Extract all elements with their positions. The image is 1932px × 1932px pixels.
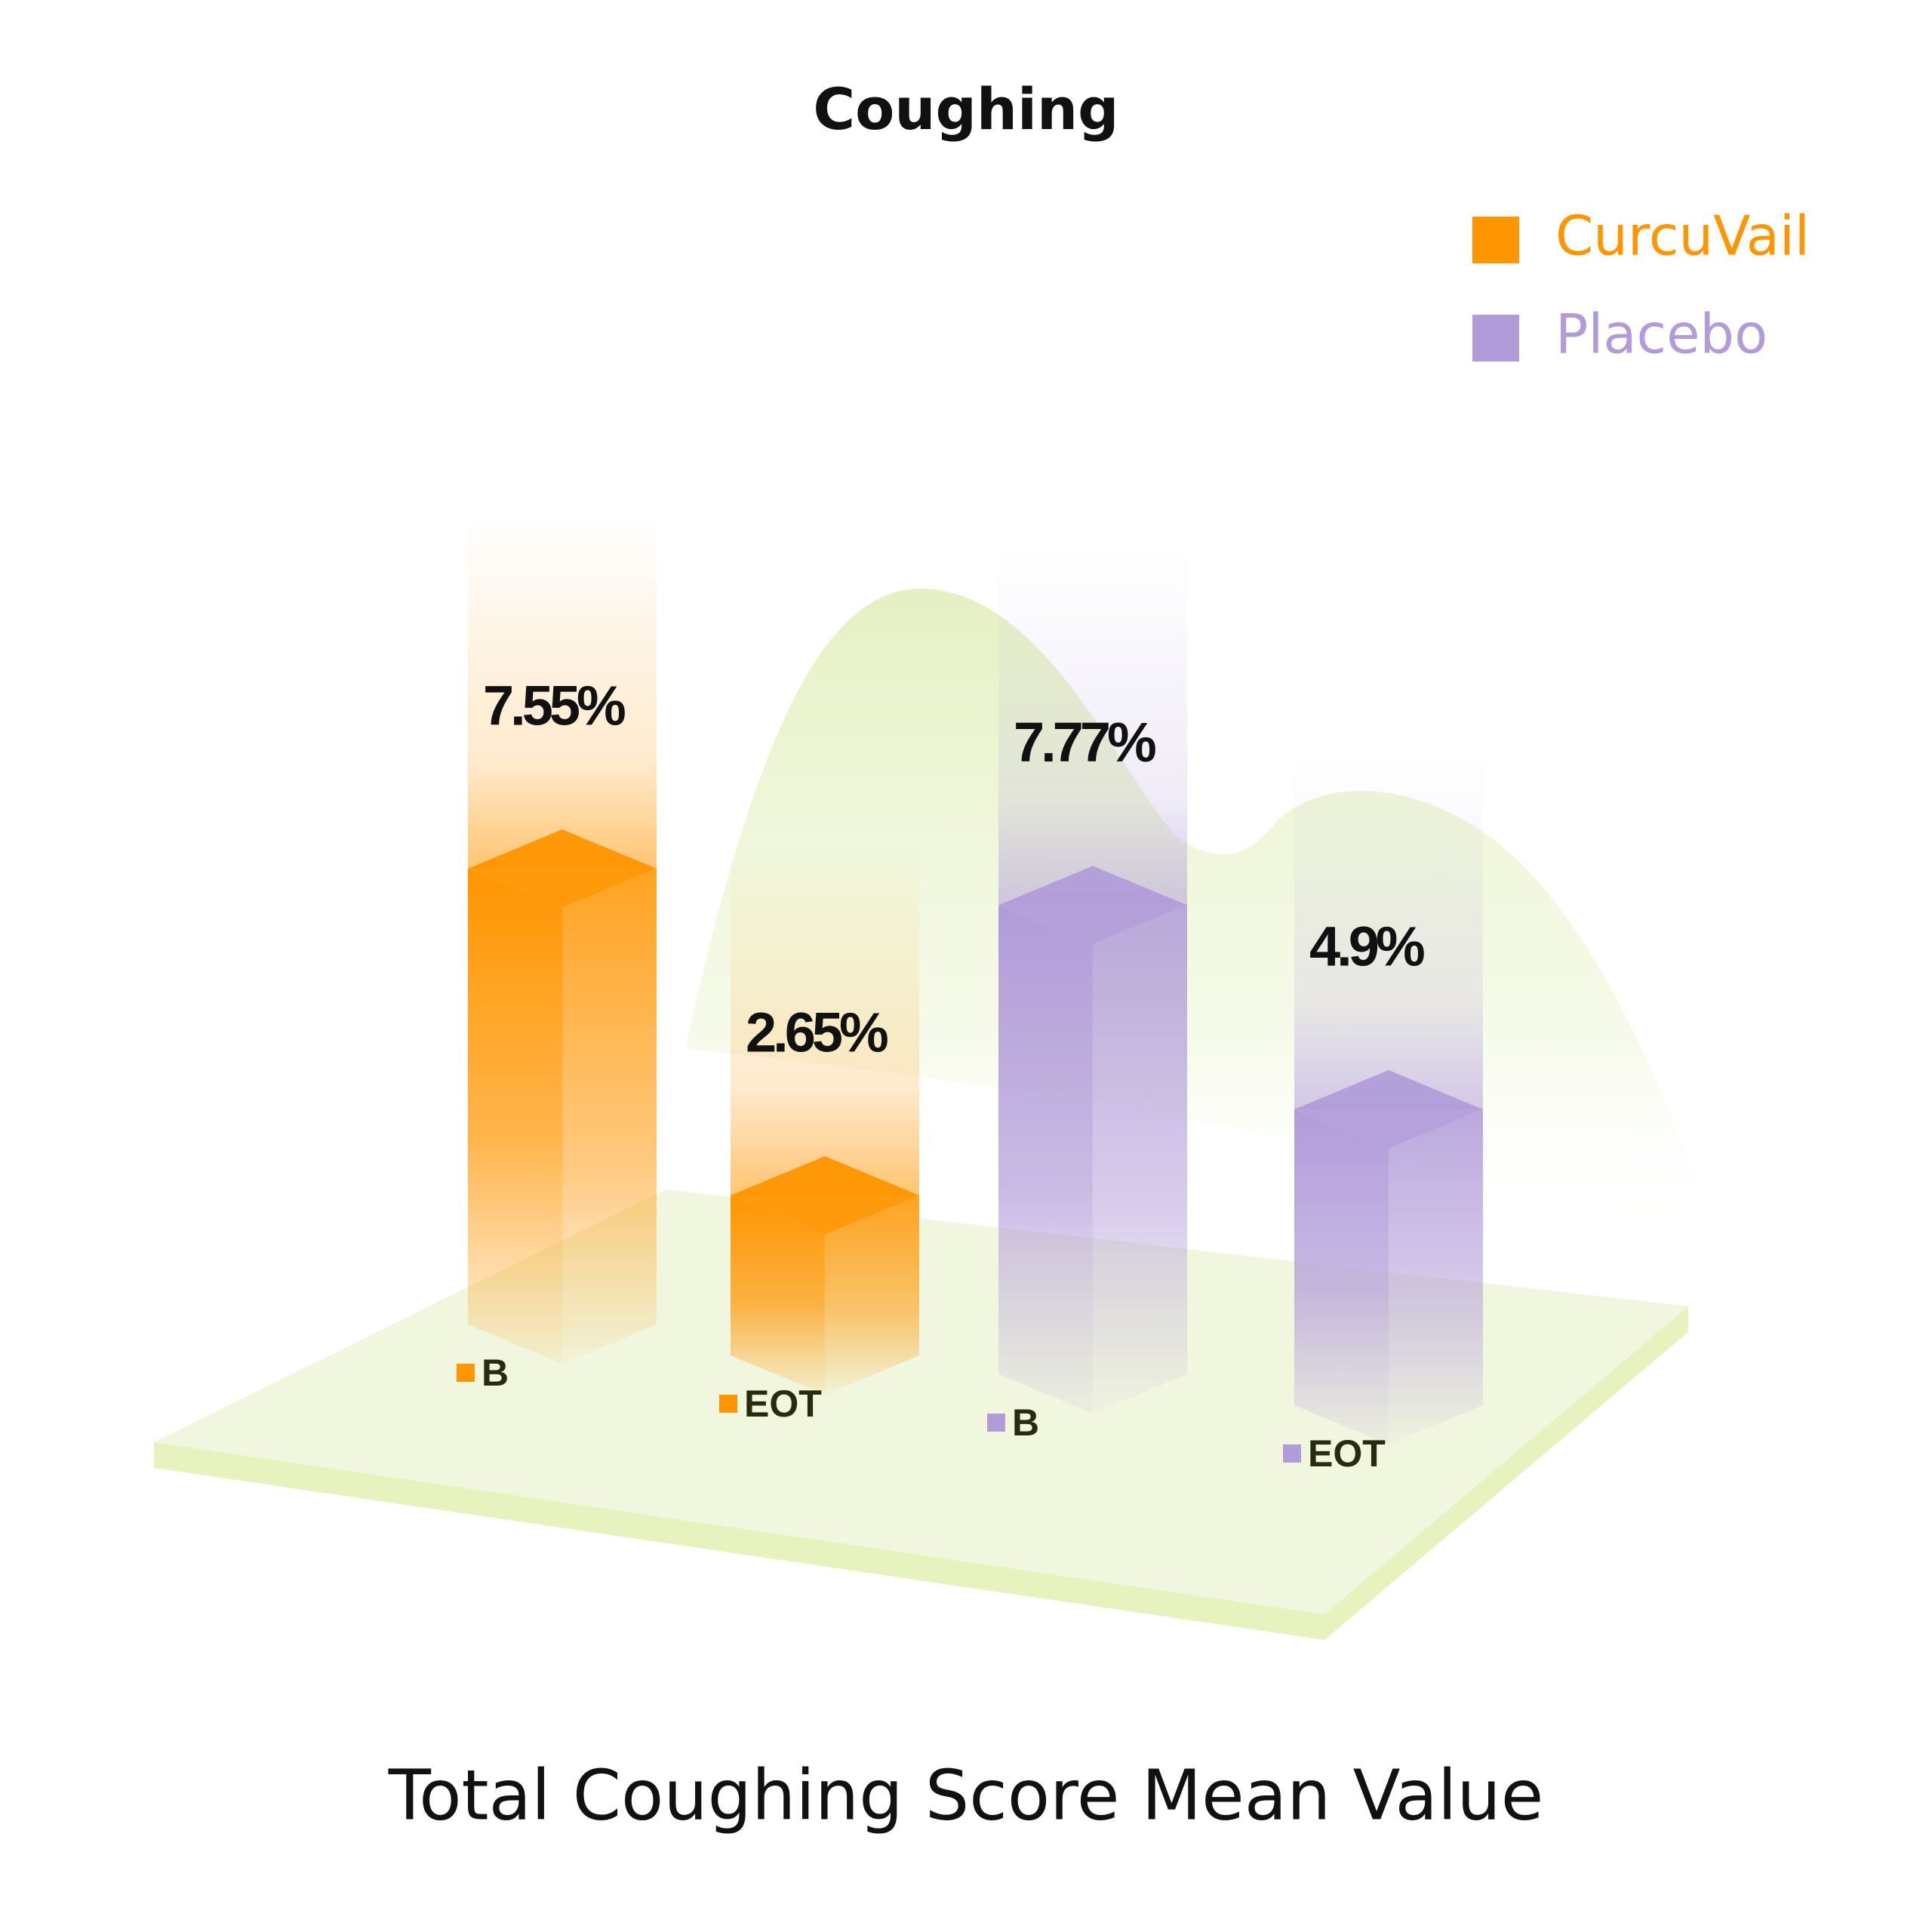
category-label: EOT: [1308, 1432, 1386, 1475]
legend-swatch: [1472, 315, 1519, 361]
category-swatch: [1283, 1444, 1301, 1463]
chart-title: Coughing: [813, 75, 1118, 143]
bar-top: [731, 1156, 919, 1235]
bar: [468, 514, 657, 1364]
legend-label: CurcuVail: [1555, 205, 1810, 268]
bar-face-left: [1294, 1109, 1389, 1444]
data-label: 7.55%: [483, 675, 625, 737]
bar: [731, 841, 919, 1395]
bar-top: [1294, 1070, 1483, 1149]
bar-face-left: [998, 905, 1093, 1414]
category-label: B: [1012, 1401, 1039, 1444]
bar-face-left: [468, 869, 562, 1364]
legend-label: Placebo: [1555, 303, 1767, 366]
bar-face-right: [1389, 1109, 1483, 1444]
bar-face-right: [1093, 905, 1187, 1414]
data-label: 2.65%: [746, 1001, 888, 1064]
bar-face-left: [731, 1195, 825, 1395]
legend-swatch: [1472, 217, 1519, 263]
bar: [998, 550, 1187, 1414]
x-axis-label: Total Coughing Score Mean Value: [388, 1755, 1544, 1835]
bar-glow: [998, 550, 1187, 906]
bar-glow: [468, 514, 657, 869]
bar-top: [998, 866, 1187, 945]
bar: [1294, 755, 1483, 1444]
category-label: EOT: [744, 1383, 822, 1425]
bar-face-right: [825, 1195, 919, 1395]
bar-glow: [731, 841, 919, 1195]
category-swatch: [719, 1395, 737, 1413]
bar-face-right: [562, 869, 657, 1364]
category-label: B: [481, 1352, 509, 1394]
bar-top: [468, 829, 657, 908]
bar-glow: [1294, 755, 1483, 1109]
data-label: 4.9%: [1309, 915, 1424, 978]
category-swatch: [457, 1364, 475, 1382]
data-label: 7.77%: [1014, 711, 1155, 774]
category-swatch: [987, 1414, 1005, 1432]
